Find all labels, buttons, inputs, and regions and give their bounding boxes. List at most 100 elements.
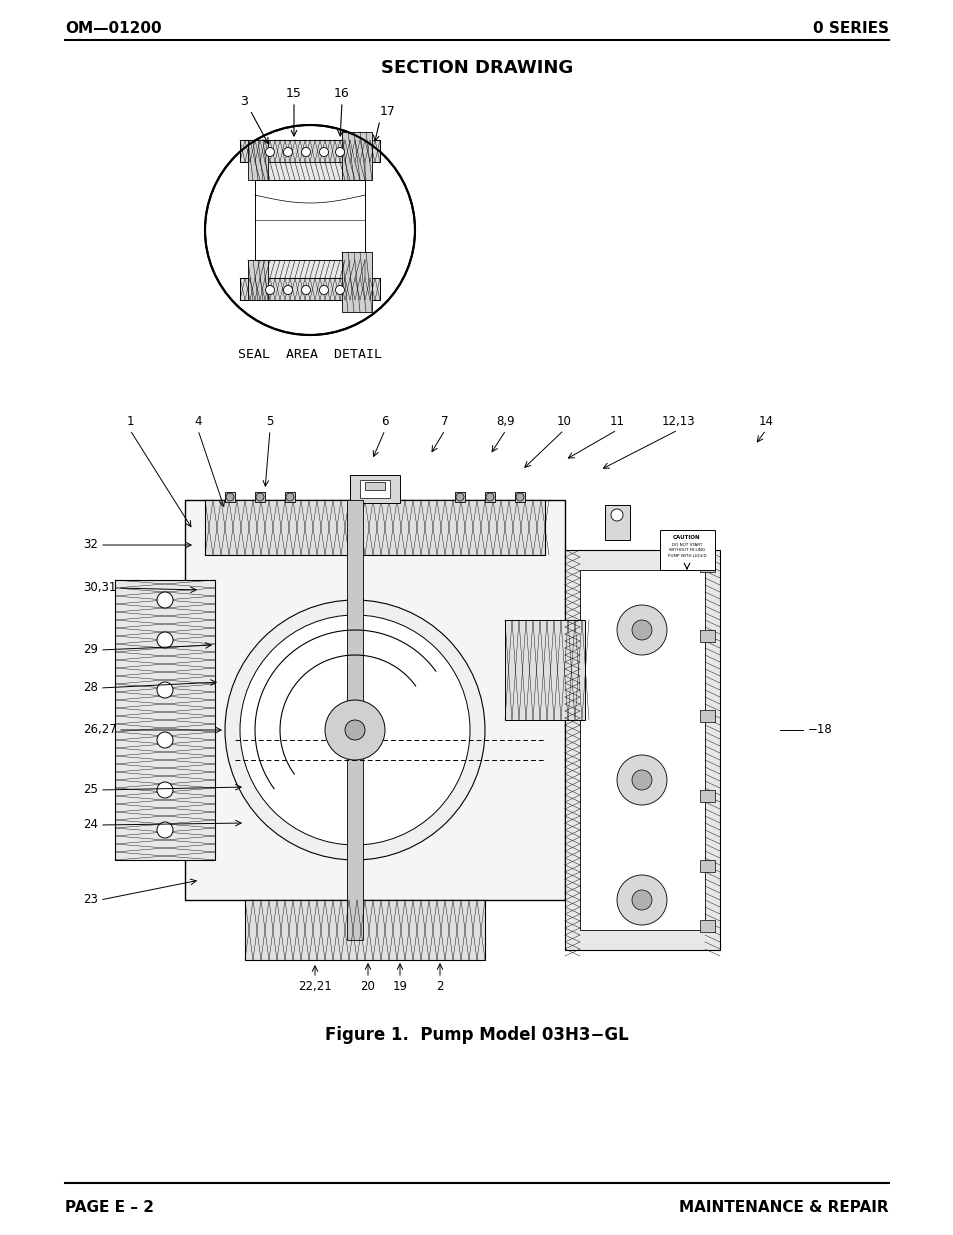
Circle shape (301, 285, 310, 294)
Circle shape (240, 615, 470, 845)
Text: DO NOT START
WITHOUT FILLING
PUMP WITH LIQUID: DO NOT START WITHOUT FILLING PUMP WITH L… (667, 543, 705, 557)
Bar (700, 630, 714, 642)
Text: SECTION DRAWING: SECTION DRAWING (380, 59, 573, 77)
Circle shape (631, 890, 651, 910)
Circle shape (335, 285, 344, 294)
Text: 19: 19 (392, 981, 407, 993)
Text: Figure 1.  Pump Model 03H3−GL: Figure 1. Pump Model 03H3−GL (325, 1026, 628, 1044)
Circle shape (205, 125, 415, 335)
Text: 29: 29 (83, 643, 98, 657)
Text: PAGE E – 2: PAGE E – 2 (65, 1200, 153, 1215)
Text: MAINTENANCE & REPAIR: MAINTENANCE & REPAIR (679, 1200, 888, 1215)
Text: 1: 1 (126, 415, 133, 429)
Circle shape (617, 876, 666, 925)
Text: 2: 2 (436, 981, 443, 993)
Text: 7: 7 (441, 415, 448, 429)
Text: 14: 14 (758, 415, 773, 429)
Bar (365, 482, 385, 490)
Text: 23: 23 (83, 893, 98, 906)
Circle shape (345, 720, 365, 740)
Bar (248, 261, 268, 300)
Circle shape (610, 509, 622, 521)
Text: 17: 17 (379, 105, 395, 119)
Text: 8,9: 8,9 (497, 415, 515, 429)
Circle shape (157, 592, 172, 608)
Bar (240, 140, 379, 162)
Circle shape (157, 823, 172, 839)
Circle shape (617, 755, 666, 805)
Circle shape (157, 782, 172, 798)
Bar (254, 492, 265, 501)
Bar (700, 790, 714, 802)
Circle shape (157, 732, 172, 748)
Text: 3: 3 (240, 95, 248, 107)
Bar (205, 500, 544, 555)
Bar (484, 492, 495, 501)
Bar (579, 571, 704, 930)
Circle shape (325, 700, 385, 760)
Text: −18: −18 (807, 724, 832, 736)
Text: 25: 25 (83, 783, 98, 797)
Bar (341, 252, 372, 312)
Text: 30,31: 30,31 (83, 582, 116, 594)
Bar (700, 920, 714, 932)
Circle shape (319, 285, 328, 294)
Text: CAUTION: CAUTION (673, 535, 700, 540)
Circle shape (456, 493, 463, 501)
Circle shape (265, 285, 274, 294)
Text: 26,27: 26,27 (83, 724, 116, 736)
Bar (185, 500, 564, 900)
Bar (700, 860, 714, 872)
Bar (659, 530, 714, 571)
Circle shape (335, 147, 344, 157)
Text: 32: 32 (83, 538, 98, 552)
Circle shape (255, 493, 264, 501)
Circle shape (265, 147, 274, 157)
Bar (350, 475, 399, 503)
Bar (347, 500, 363, 940)
Bar (700, 710, 714, 722)
Text: 16: 16 (334, 86, 350, 100)
Circle shape (516, 493, 523, 501)
Circle shape (283, 285, 293, 294)
Text: 28: 28 (83, 682, 98, 694)
Bar (245, 900, 484, 960)
Bar (248, 140, 268, 180)
Circle shape (157, 632, 172, 648)
Text: 12,13: 12,13 (660, 415, 694, 429)
Bar (115, 580, 214, 860)
Bar (515, 492, 524, 501)
Circle shape (631, 769, 651, 790)
Circle shape (485, 493, 494, 501)
Text: SEAL  AREA  DETAIL: SEAL AREA DETAIL (237, 348, 381, 361)
Circle shape (631, 620, 651, 640)
Circle shape (301, 147, 310, 157)
Bar (341, 132, 372, 180)
Bar (455, 492, 464, 501)
Bar (604, 505, 629, 540)
Circle shape (617, 605, 666, 655)
Bar (700, 559, 714, 572)
Circle shape (286, 493, 294, 501)
Text: 11: 11 (609, 415, 624, 429)
Circle shape (283, 147, 293, 157)
Text: 10: 10 (556, 415, 571, 429)
Bar (254, 180, 365, 261)
Text: 0 SERIES: 0 SERIES (812, 21, 888, 36)
Text: 4: 4 (194, 415, 201, 429)
Circle shape (157, 682, 172, 698)
Text: 15: 15 (286, 86, 301, 100)
Bar (564, 550, 720, 950)
Text: 6: 6 (381, 415, 388, 429)
Bar (254, 261, 365, 278)
Circle shape (319, 147, 328, 157)
Bar (285, 492, 294, 501)
Bar (504, 620, 584, 720)
Text: 24: 24 (83, 819, 98, 831)
Text: 5: 5 (266, 415, 274, 429)
Circle shape (226, 493, 233, 501)
Text: 20: 20 (360, 981, 375, 993)
Bar (254, 162, 365, 180)
Bar (359, 480, 390, 498)
Text: OM—01200: OM—01200 (65, 21, 161, 36)
